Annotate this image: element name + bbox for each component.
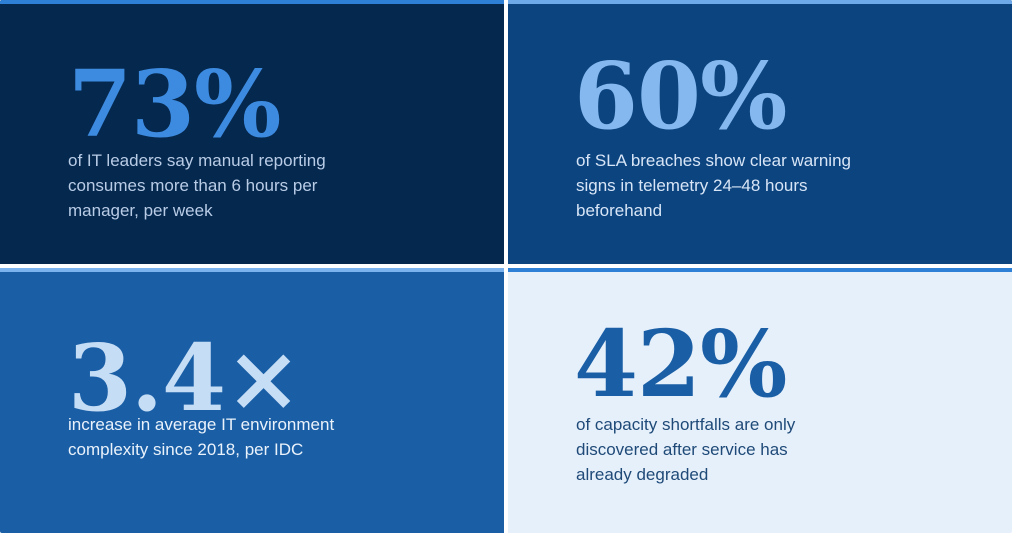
stat-description: increase in average IT environment compl… [68, 415, 335, 459]
card-accent-bar [508, 268, 1012, 272]
stat-value: 42% [574, 310, 787, 418]
card-accent-bar [508, 0, 1012, 4]
stat-description: of IT leaders say manual reporting consu… [68, 151, 326, 220]
card-accent-bar [0, 268, 504, 272]
stat-card-sla-breaches: 60% of SLA breaches show clear warning s… [508, 0, 1012, 264]
stats-grid: 73% of IT leaders say manual reporting c… [0, 0, 1012, 533]
stat-value: 3.4× [68, 324, 302, 432]
card-accent-bar [0, 0, 504, 4]
stat-card-manual-reporting: 73% of IT leaders say manual reporting c… [0, 0, 504, 264]
stat-description: of capacity shortfalls are only discover… [576, 415, 796, 484]
stat-description: of SLA breaches show clear warning signs… [576, 151, 851, 220]
stat-card-capacity-shortfalls: 42% of capacity shortfalls are only disc… [508, 268, 1012, 533]
stat-value: 60% [574, 42, 787, 150]
stat-card-complexity: 3.4× increase in average IT environment … [0, 268, 504, 533]
stat-value: 73% [68, 50, 281, 158]
